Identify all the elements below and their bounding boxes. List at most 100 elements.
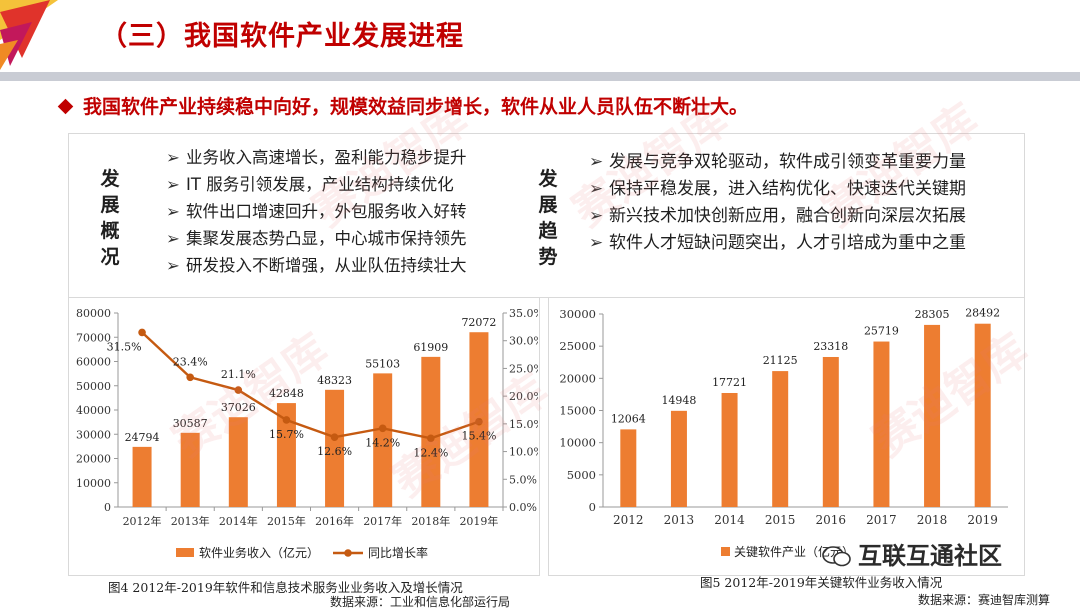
legend-bar-label: 关键软件产业（亿元） <box>734 544 854 559</box>
y2-tick-label: 5.0% <box>509 473 537 486</box>
legend-bar-swatch <box>721 547 730 556</box>
bar-data-label: 12064 <box>611 412 646 425</box>
chart1-frame <box>68 297 540 576</box>
x-tick-label: 2015 <box>765 513 796 527</box>
bar-data-label: 72072 <box>461 316 496 329</box>
arrow-bullet-icon: ➢ <box>166 256 180 275</box>
x-tick-label: 2018 <box>917 513 948 527</box>
bar <box>772 371 789 507</box>
overview-item-text: 软件出口增速回升，外包服务收入好转 <box>186 202 467 221</box>
y-tick-label: 30000 <box>559 307 596 321</box>
growth-data-label: 12.6% <box>317 445 352 458</box>
trend-label: 发展趋势 <box>538 168 558 268</box>
arrow-bullet-icon: ➢ <box>166 229 180 248</box>
x-tick-label: 2019年 <box>459 514 498 528</box>
summary-box: 发展概况 ➢ 业务收入高速增长，盈利能力稳步提升 ➢ IT 服务引领发展，产业结构持续… <box>68 133 1025 298</box>
y2-tick-label: 25.0% <box>509 362 538 375</box>
bar-data-label: 61909 <box>413 341 448 354</box>
bar-data-label: 28492 <box>965 307 1000 320</box>
chart2-frame <box>548 297 1025 576</box>
growth-point <box>282 416 291 424</box>
overview-item-text: 研发投入不断增强，从业队伍持续壮大 <box>186 256 467 275</box>
chart2-source: 数据来源：赛迪智库测算 <box>918 593 1051 607</box>
growth-point <box>330 433 339 441</box>
y2-tick-label: 10.0% <box>509 446 538 459</box>
x-tick-label: 2017年 <box>363 514 402 528</box>
y2-tick-label: 0.0% <box>509 501 537 514</box>
arrow-bullet-icon: ➢ <box>589 233 604 253</box>
title-divider <box>0 72 1080 81</box>
overview-item-text: IT 服务引领发展，产业结构持续优化 <box>186 175 454 194</box>
bar <box>180 432 200 507</box>
y-tick-label: 15000 <box>559 404 596 418</box>
trend-item-text: 发展与竞争双轮驱动，软件成引领变革重要力量 <box>609 152 966 172</box>
arrow-bullet-icon: ➢ <box>166 148 180 167</box>
bar <box>325 389 345 507</box>
x-tick-label: 2019 <box>967 513 998 527</box>
y-tick-label: 0 <box>589 500 596 514</box>
bar <box>620 429 637 507</box>
growth-point <box>378 424 387 433</box>
chart1-caption: 图4 2012年-2019年软件和信息技术服务业业务收入及增长情况 <box>108 580 463 595</box>
bar <box>974 323 991 507</box>
overview-item: ➢ 业务收入高速增长，盈利能力稳步提升 <box>166 144 467 171</box>
diamond-bullet-icon <box>57 98 74 115</box>
trend-item-text: 新兴技术加快创新应用，融合创新向深层次拓展 <box>609 206 966 226</box>
bar <box>822 356 839 507</box>
bar <box>276 403 296 507</box>
headline: 我国软件产业持续稳中向好，规模效益同步增长，软件从业人员队伍不断壮大。 <box>57 92 749 119</box>
overview-item: ➢ IT 服务引领发展，产业结构持续优化 <box>166 171 467 198</box>
y2-tick-label: 35.0% <box>509 307 538 320</box>
overview-item-text: 业务收入高速增长，盈利能力稳步提升 <box>186 148 467 167</box>
bar-data-label: 28305 <box>915 308 950 321</box>
legend-bar-swatch <box>176 548 194 557</box>
bar-data-label: 37026 <box>221 401 256 414</box>
y-tick-label: 20000 <box>76 453 111 466</box>
growth-data-label: 23.4% <box>173 355 208 368</box>
bar <box>873 341 890 507</box>
bar-data-label: 48323 <box>317 374 352 387</box>
wechat-icon <box>822 546 851 567</box>
bar <box>228 417 248 507</box>
y-tick-label: 25000 <box>559 339 596 353</box>
overview-item: ➢ 研发投入不断增强，从业队伍持续壮大 <box>166 252 467 279</box>
growth-data-label: 15.4% <box>461 430 496 443</box>
y2-tick-label: 15.0% <box>509 418 538 431</box>
trend-item: ➢ 软件人才短缺问题突出，人才引培成为重中之重 <box>589 230 966 257</box>
slide-title: （三）我国软件产业发展进程 <box>100 21 464 52</box>
headline-text: 我国软件产业持续稳中向好，规模效益同步增长，软件从业人员队伍不断壮大。 <box>83 96 749 118</box>
y-tick-label: 0 <box>104 501 111 514</box>
bar <box>421 356 441 507</box>
trend-item: ➢ 新兴技术加快创新应用，融合创新向深层次拓展 <box>589 203 966 230</box>
overview-item-text: 集聚发展态势凸显，中心城市保持领先 <box>186 229 467 248</box>
overview-list: ➢ 业务收入高速增长，盈利能力稳步提升 ➢ IT 服务引领发展，产业结构持续优化 ➢ 软件… <box>166 144 467 279</box>
corner-decoration <box>0 0 58 70</box>
bar-data-label: 42848 <box>269 387 304 400</box>
bar <box>721 392 738 507</box>
y-tick-label: 30000 <box>76 428 111 441</box>
overview-label: 发展概况 <box>100 168 120 268</box>
arrow-bullet-icon: ➢ <box>589 179 604 199</box>
arrow-bullet-icon: ➢ <box>589 152 604 172</box>
trend-item: ➢ 发展与竞争双轮驱动，软件成引领变革重要力量 <box>589 149 966 176</box>
x-tick-label: 2015年 <box>267 514 306 528</box>
growth-point <box>138 328 146 337</box>
y-tick-label: 40000 <box>76 404 111 417</box>
x-tick-label: 2012 <box>613 513 644 527</box>
x-tick-label: 2014 <box>714 513 745 527</box>
legend-line-label: 同比增长率 <box>368 545 428 560</box>
growth-point <box>186 373 194 382</box>
growth-data-label: 14.2% <box>365 436 400 449</box>
trend-item: ➢ 保持平稳发展，进入结构优化、快速迭代关键期 <box>589 176 966 203</box>
revenue-growth-chart: 0 10000 20000 30000 40000 50000 60000 70000 8000… <box>76 307 538 560</box>
growth-data-label: 15.7% <box>269 428 304 441</box>
bar-data-label: 17721 <box>712 376 747 389</box>
trend-list: ➢ 发展与竞争双轮驱动，软件成引领变革重要力量 ➢ 保持平稳发展，进入结构优化、快速迭… <box>589 149 966 257</box>
bar <box>373 373 393 507</box>
x-tick-label: 2017 <box>866 513 897 527</box>
y-tick-label: 5000 <box>567 468 596 482</box>
arrow-bullet-icon: ➢ <box>166 202 180 221</box>
bar <box>670 410 687 507</box>
growth-data-label: 21.1% <box>221 368 256 381</box>
chart1-source: 数据来源：工业和信息化部运行局 <box>330 595 511 609</box>
